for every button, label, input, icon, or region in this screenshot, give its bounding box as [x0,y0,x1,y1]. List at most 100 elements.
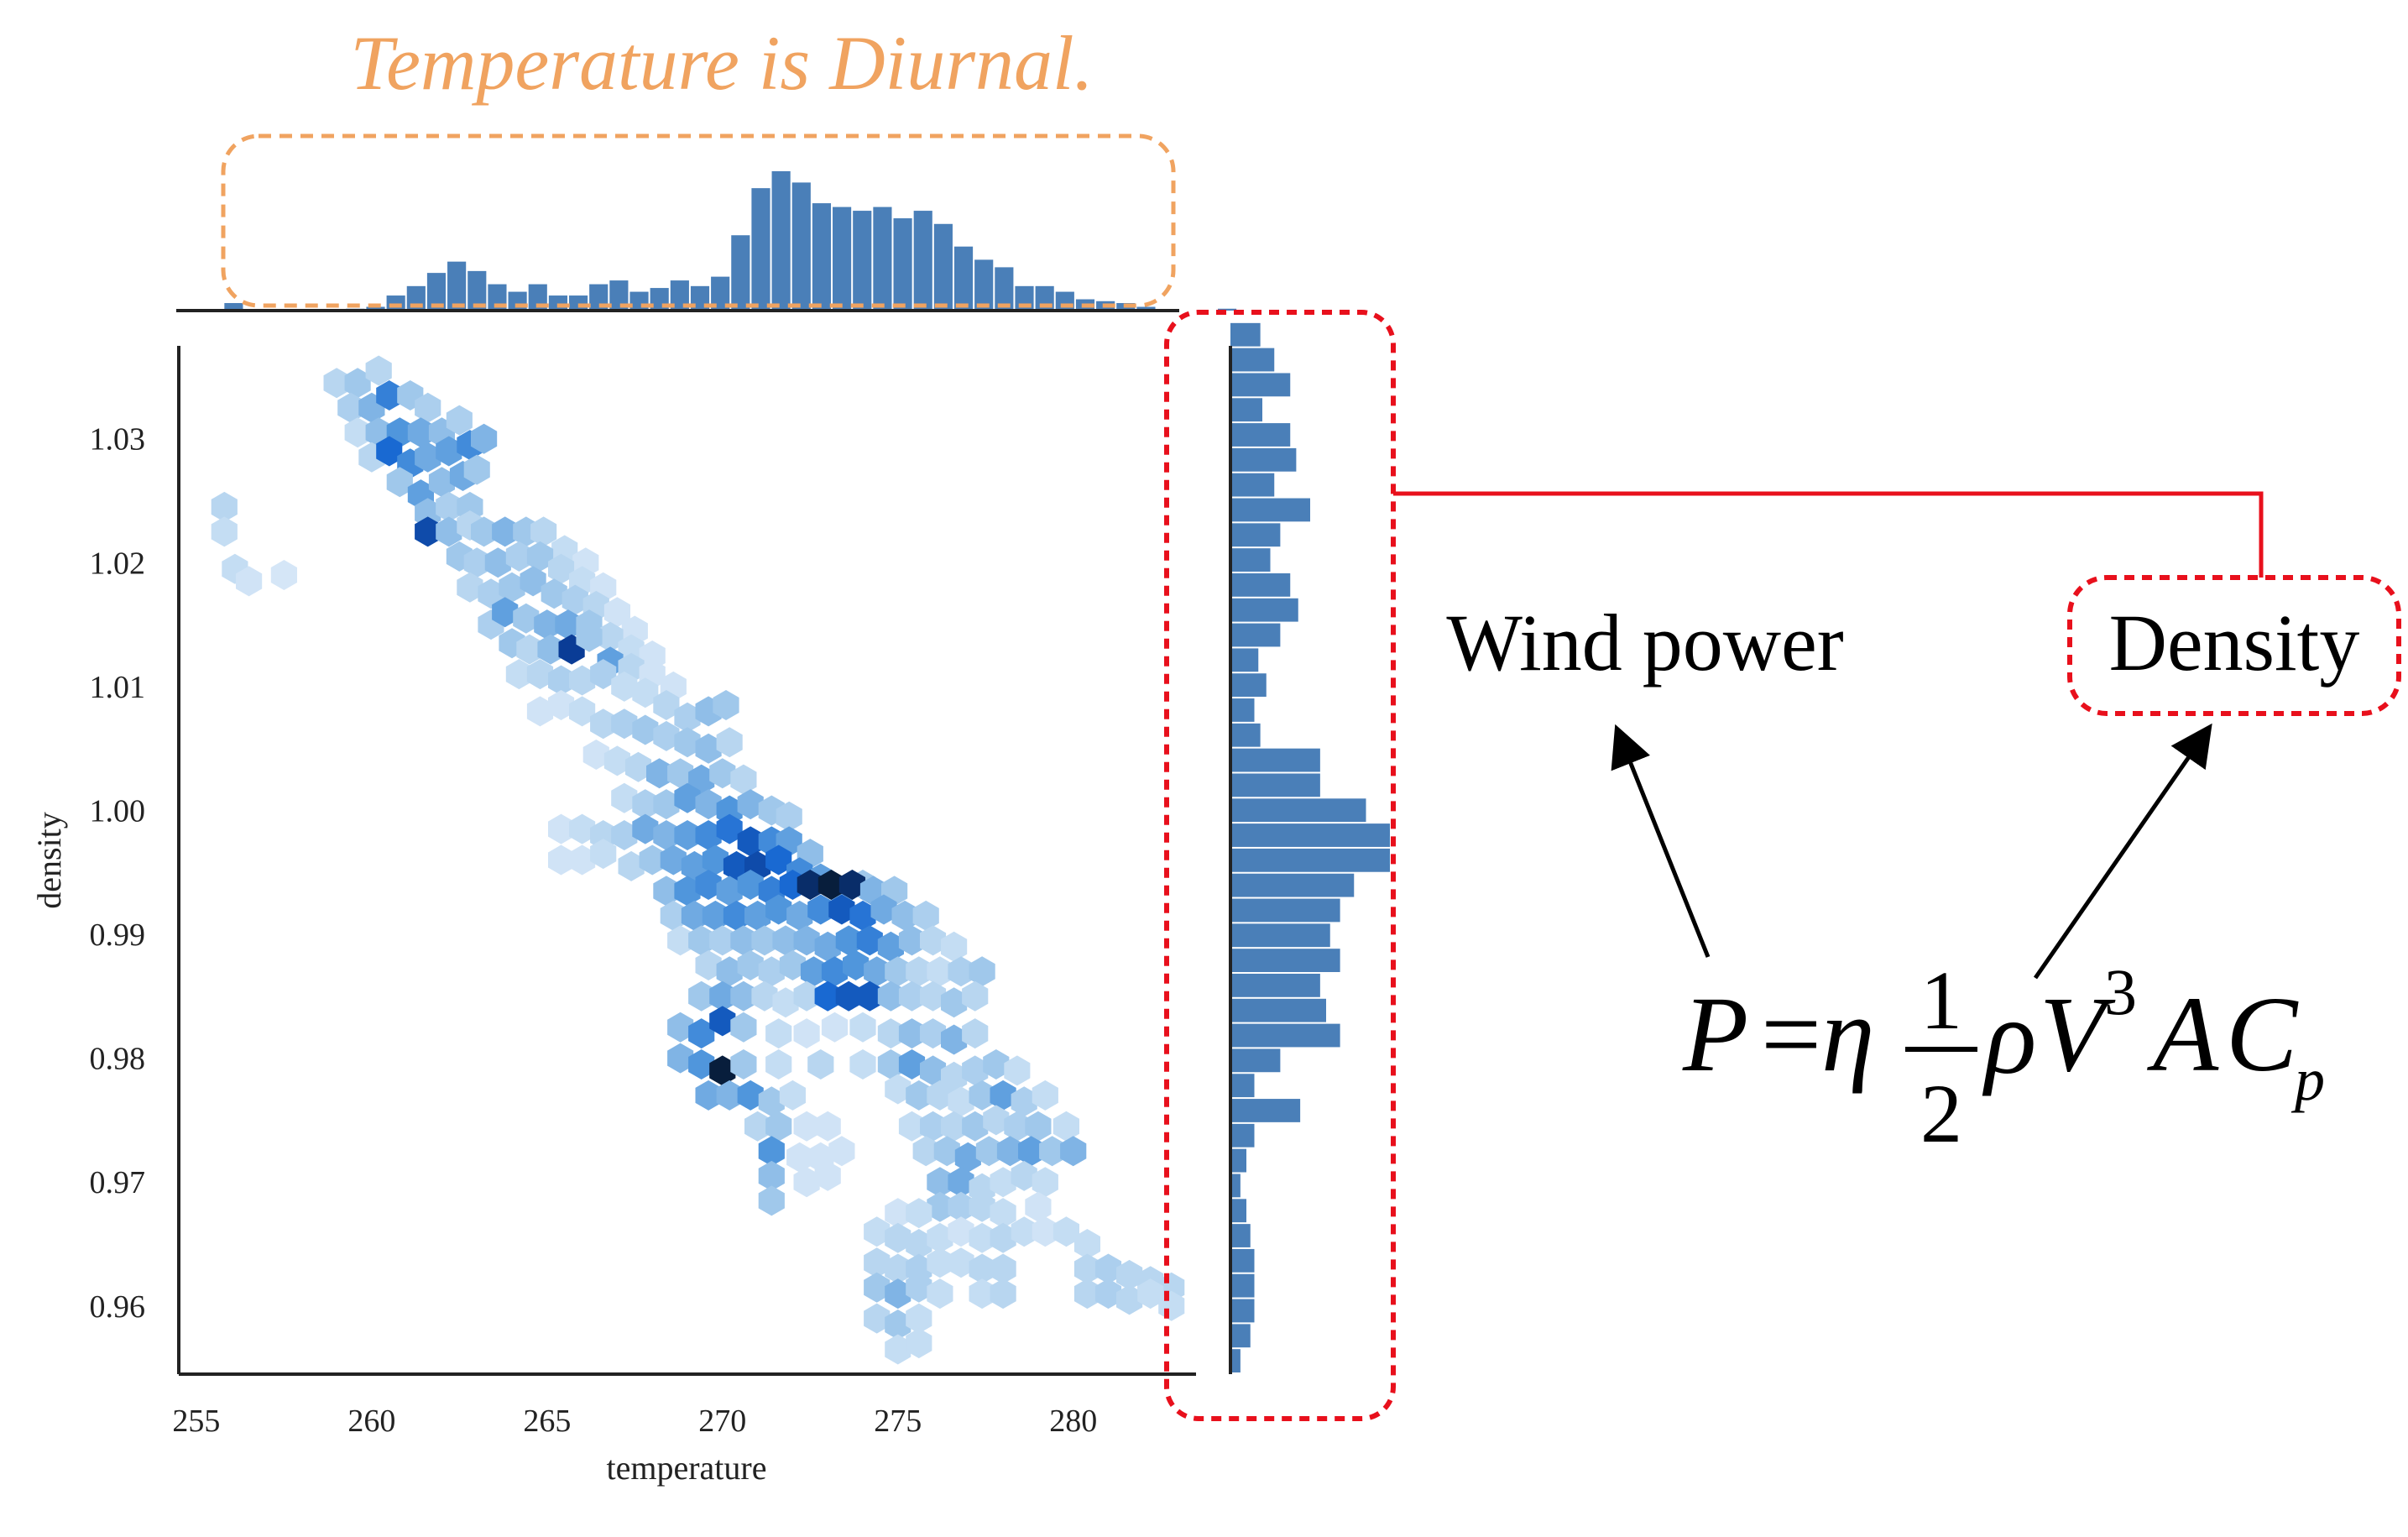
hexbin-cell [814,931,841,962]
hexbin-cell [653,789,680,820]
hexbin-cell [436,516,462,547]
x-tick-label: 255 [172,1404,220,1439]
hexbin-cell [632,813,659,844]
hexbin-cell [969,1222,995,1253]
hexbin-cell [1004,1055,1031,1086]
y-tick-label: 1.03 [90,422,146,457]
hexbin-cell [344,417,371,448]
hexbin-cell [983,1105,1010,1136]
hexbin-cell [582,740,609,770]
hexbin-cell [849,1012,876,1043]
hexbin-cell [772,987,799,1018]
hexbin-cell [948,1086,974,1117]
hexbin-cell [906,1198,932,1229]
hexbin-cell [688,1049,715,1080]
hexbin-cell [526,541,554,572]
y-marginal-bar [1230,322,1261,347]
hexbin-cell [751,925,778,956]
hexbin-cell [646,758,673,789]
hexbin-cell [386,467,413,498]
hexbin-cell [569,813,596,844]
red-connector-line [1393,491,2264,578]
hexbin-cell [270,560,297,590]
y-tick-label: 0.98 [90,1042,146,1077]
hexbin-cell [786,900,813,931]
formula-p: P [1682,975,1748,1094]
hexbin-cell [800,956,827,987]
hexbin-cell [681,850,708,881]
wind-power-formula: P = η 1 2 ρ V 3 A C p [1682,954,2325,1160]
hexbin-cell [927,1247,953,1278]
x-marginal-bar [771,170,791,311]
hexbin-cell [323,368,350,399]
hexbin-cell [906,1272,932,1303]
hexbin-cell [933,1136,960,1167]
y-marginal-bar [1230,1349,1241,1372]
hexbin-cell [1137,1278,1164,1310]
hexbin-cell [457,572,483,603]
hexbin-cell [814,1160,841,1191]
x-tick-label: 260 [347,1404,395,1439]
hexbin-cell [941,1111,968,1142]
hexbin-cell [828,1136,855,1167]
hexbin-cell [828,894,855,925]
hexbin-cell [737,826,764,857]
x-marginal-bar [568,295,588,311]
hexbin-cell [835,980,862,1012]
hexbin-cell [948,1167,974,1198]
chart-annotation-title: Temperature is Diurnal. [350,20,1093,106]
formula-numerator: 1 [1920,954,1962,1047]
hexbin-cell [765,1049,792,1080]
hexbin-cell [898,925,926,956]
hexbin-cell [990,1253,1016,1284]
hexbin-cell [1073,1278,1100,1310]
x-marginal-bar [833,207,852,311]
hexbin-cell [1011,1086,1037,1117]
hexbin-cell [744,900,771,931]
x-marginal-histogram [224,170,1237,311]
hexbin-cell [990,1278,1016,1310]
x-marginal-bar [548,295,567,311]
hexbin-cell [758,956,785,987]
x-axis-label: temperature [607,1449,767,1487]
hexbin-cell [716,1080,743,1111]
y-marginal-bar [1230,1273,1255,1298]
x-marginal-bar [1136,306,1156,311]
y-tick-label: 1.00 [90,793,146,829]
hexbin-cell [870,894,897,925]
hexbin-cell [835,925,862,956]
density-label: Density [2109,598,2360,687]
hexbin-cell [941,987,968,1018]
hexbin-cell [849,1049,876,1080]
hexbin-cell [723,850,750,881]
hexbin-cell [548,844,575,876]
hexbin-cell [667,758,694,789]
x-marginal-bar [1217,308,1237,311]
y-marginal-bar [1230,572,1291,597]
hexbin-cell [765,1018,792,1049]
hexbin-cell [590,659,617,690]
hexbin-cell [492,516,519,547]
y-marginal-bar [1230,1248,1255,1273]
y-marginal-bar [1230,1123,1255,1148]
hexbin-cell [569,665,596,696]
hexbin-cell [695,950,722,980]
hexbin-cell [849,900,876,931]
hexbin-cell [885,1310,911,1340]
hexbin-cell [885,1334,911,1365]
hexbin-cell [611,671,638,702]
hexbin-cell [695,733,722,764]
hexbin-cell [885,1222,911,1253]
hexbin-cell [969,956,995,987]
hexbin-cell [407,417,434,448]
hexbin-cell [415,516,441,547]
hexbin-cell [632,789,659,820]
hexbin-cell [1053,1216,1079,1247]
hexbin-cell [702,900,729,931]
x-tick-label: 275 [874,1404,922,1439]
hexbin-cell [569,696,596,727]
x-tick-label: 280 [1049,1404,1097,1439]
hexbin-cell [730,764,757,795]
hexbin-cell [744,1111,771,1142]
